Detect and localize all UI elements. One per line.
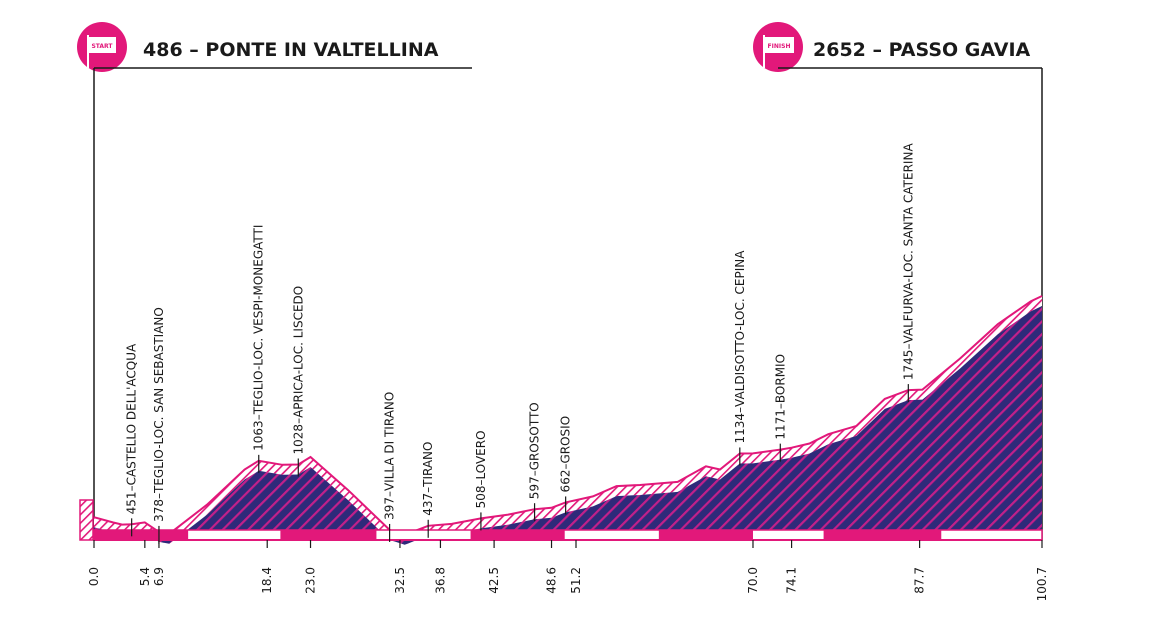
finish-title: 2652 – PASSO GAVIA xyxy=(813,39,1031,61)
waypoint-label: 437–TIRANO xyxy=(421,442,435,516)
finish-header: FINISH 2652 – PASSO GAVIA xyxy=(753,22,1043,540)
waypoint-label: 397–VILLA DI TIRANO xyxy=(383,392,397,520)
segment-band-pink xyxy=(94,530,189,540)
waypoint-layer: 451–CASTELLO DELL'ACQUA 378–TEGLIO-LOC. S… xyxy=(125,143,915,544)
start-title: 486 – PONTE IN VALTELLINA xyxy=(143,39,439,61)
waypoint-label: 451–CASTELLO DELL'ACQUA xyxy=(125,343,139,514)
waypoint-label: 597–GROSOTTO xyxy=(528,402,542,499)
km-tick-label: 87.7 xyxy=(913,567,927,594)
km-tick-label: 0.0 xyxy=(87,567,101,586)
km-axis: 0.0 5.4 6.9 18.4 23.0 32.5 36.8 42.5 48.6 51.2 70.… xyxy=(87,540,1049,601)
km-tick-label: 6.9 xyxy=(152,567,166,586)
segment-band-pink xyxy=(658,530,753,540)
km-tick-label: 36.8 xyxy=(433,567,447,594)
waypoint-label: 1745–VALFURVA-LOC. SANTA CATERINA xyxy=(901,143,915,381)
segment-band-pink xyxy=(823,530,942,540)
km-tick-label: 48.6 xyxy=(545,567,559,594)
km-tick-label: 32.5 xyxy=(393,567,407,594)
profile-area xyxy=(94,306,1042,545)
km-tick-label: 100.7 xyxy=(1035,567,1049,601)
profile-line xyxy=(93,295,1043,536)
profile-edge-band xyxy=(94,296,1042,545)
km-tick-label: 5.4 xyxy=(138,567,152,586)
waypoint-label: 1171–BORMIO xyxy=(773,354,787,440)
waypoint-label: 662–GROSIO xyxy=(559,416,573,493)
km-tick-label: 70.0 xyxy=(746,567,760,594)
km-tick-label: 74.1 xyxy=(785,567,799,594)
segment-band-pink xyxy=(470,530,565,540)
segment-band-base xyxy=(94,530,1042,540)
start-badge-label: START xyxy=(91,43,113,50)
km-tick-label: 51.2 xyxy=(569,567,583,594)
segment-band-pink xyxy=(280,530,377,540)
waypoint-label: 508–LOVERO xyxy=(474,430,488,508)
start-altitude-block xyxy=(79,499,94,541)
km-tick-label: 18.4 xyxy=(260,567,274,594)
finish-badge-label: FINISH xyxy=(768,43,791,50)
waypoint-label: 1063–TEGLIO-LOC. VESPI-MONEGATTI xyxy=(252,225,266,451)
waypoint-label: 1134–VALDISOTTO-LOC. CEPINA xyxy=(733,250,747,444)
waypoint-label: 1028–APRICA-LOC. LISCEDO xyxy=(291,286,305,455)
profile-layer xyxy=(93,295,1043,545)
start-header: START 486 – PONTE IN VALTELLINA xyxy=(77,22,472,540)
km-tick-label: 42.5 xyxy=(487,567,501,594)
waypoint-label: 378–TEGLIO-LOC. SAN SEBASTIANO xyxy=(152,307,166,522)
segment-band xyxy=(93,529,1043,541)
km-tick-label: 23.0 xyxy=(304,567,318,594)
